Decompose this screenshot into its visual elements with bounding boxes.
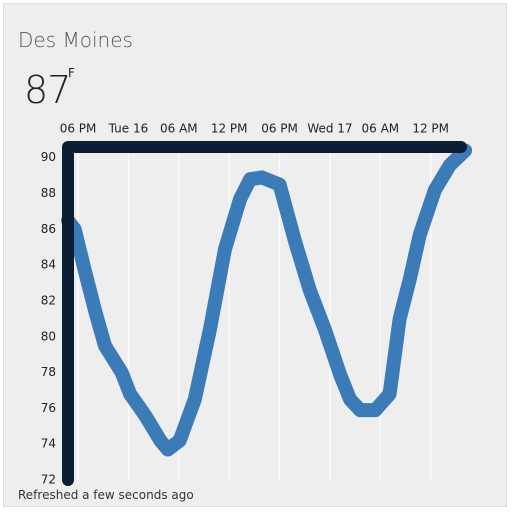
axis-lines bbox=[62, 141, 467, 486]
y-tick-label: 84 bbox=[41, 258, 56, 272]
x-tick-label: 12 PM bbox=[412, 122, 449, 136]
x-tick-label: 06 PM bbox=[60, 122, 97, 136]
y-tick-label: 86 bbox=[41, 222, 56, 236]
y-tick-label: 82 bbox=[41, 293, 56, 307]
y-tick-label: 78 bbox=[41, 365, 56, 379]
x-tick-label: Wed 17 bbox=[307, 122, 352, 136]
y-tick-label: 90 bbox=[41, 150, 56, 164]
y-tick-label: 80 bbox=[41, 329, 56, 343]
temperature: 87 bbox=[24, 68, 71, 112]
y-tick-label: 88 bbox=[41, 186, 56, 200]
y-tick-label: 72 bbox=[41, 473, 56, 487]
temperature-line bbox=[61, 143, 473, 457]
x-tick-label: 12 PM bbox=[211, 122, 248, 136]
y-tick-label: 74 bbox=[41, 437, 56, 451]
x-tick-label: 06 PM bbox=[261, 122, 298, 136]
temperature-unit: F bbox=[68, 66, 75, 80]
x-tick-label: Tue 16 bbox=[108, 122, 149, 136]
city-name: Des Moines bbox=[18, 28, 133, 52]
y-tick-label: 76 bbox=[41, 401, 56, 415]
x-tick-label: 06 AM bbox=[361, 122, 399, 136]
refresh-note: Refreshed a few seconds ago bbox=[18, 488, 194, 502]
x-tick-label: 06 AM bbox=[160, 122, 198, 136]
